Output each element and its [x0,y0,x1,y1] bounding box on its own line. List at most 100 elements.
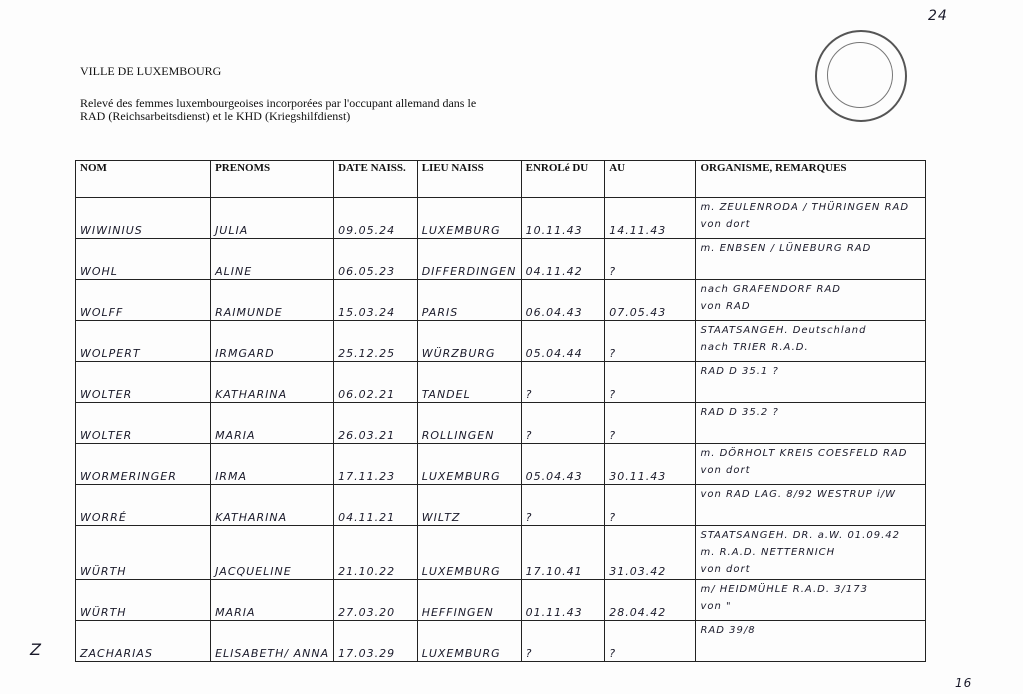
cell-lieu: LUXEMBURG [416,443,522,485]
city-title: VILLE DE LUXEMBOURG [80,64,222,78]
cell-au: 30.11.43 [604,443,697,485]
table-row: WOHL ALINE 06.05.23 DIFFERDINGEN 04.11.42? m.… [74,238,926,280]
cell-nom: WORRÉ [74,484,212,526]
table-row: WOLFF RAIMUNDE 15.03.24 PARIS 06.04.43 07.05.… [74,279,926,321]
cell-prenoms: ELISABETH/ ANNA [210,620,335,662]
column-header: PRENOMS [210,160,335,198]
cell-date: 04.11.21 [333,484,418,526]
cell-date: 06.05.23 [333,238,418,280]
cell-date: 17.03.29 [333,620,418,662]
remark-line: nach TRIER R.A.D. [700,342,809,353]
table-row: WOLPERT IRMGARD 25.12.25 WÜRZBURG 05.04.44? S… [74,320,926,362]
remark-line: m. DÖRHOLT KREIS COESFELD RAD [700,448,908,459]
cell-remarques: nach GRAFENDORF RAD von RAD [695,279,926,321]
column-header: NOM [74,160,212,198]
table-row: WORMERINGER IRMA 17.11.23 LUXEMBURG 05.04.43… [74,443,926,485]
remark-line: von dort [700,219,751,230]
remark-line: von RAD [700,301,751,312]
cell-prenoms: KATHARINA [210,484,335,526]
cell-nom: WOLTER [74,361,212,403]
column-header: ORGANISME, REMARQUES [695,160,926,198]
cell-prenoms: IRMGARD [210,320,335,362]
remark-line: von dort [700,564,751,575]
cell-remarques: STAATSANGEH. Deutschland nach TRIER R.A.D… [695,320,926,362]
remark-line: STAATSANGEH. Deutschland [700,325,867,336]
remark-line: RAD D 35.1 ? [700,366,779,377]
table-row: WORRÉ KATHARINA 04.11.21 WILTZ?? von RAD LAG… [74,484,926,526]
corner-mark: 16 [955,676,973,690]
cell-prenoms: JULIA [210,197,335,239]
cell-lieu: ROLLINGEN [416,402,522,444]
cell-au: 07.05.43 [604,279,697,321]
remark-line: nach GRAFENDORF RAD [700,284,841,295]
cell-lieu: PARIS [416,279,522,321]
remark-line: von dort [700,465,751,476]
remark-line: m/ HEIDMÜHLE R.A.D. 3/173 [700,584,869,595]
cell-au: ? [604,484,697,526]
cell-remarques: RAD D 35.2 ? [695,402,926,444]
remark-line: von " [700,601,732,612]
cell-nom: ZACHARIAS [74,620,212,662]
table-row: WOLTER KATHARINA 06.02.21 TANDEL?? RAD D 35.… [74,361,926,403]
cell-au: 31.03.42 [604,525,697,580]
table-row: WÜRTH MARIA 27.03.20 HEFFINGEN 01.11.43 28.04… [74,579,926,621]
cell-remarques: m. DÖRHOLT KREIS COESFELD RAD von dort [695,443,926,485]
cell-date: 09.05.24 [333,197,418,239]
column-header: ENROLé DU [520,160,606,198]
cell-au: ? [604,361,697,403]
cell-au: ? [604,320,697,362]
cell-remarques: STAATSANGEH. DR. a.W. 01.09.42 m. R.A.D. … [695,525,926,580]
cell-nom: WOLPERT [74,320,212,362]
cell-au: 28.04.42 [604,579,697,621]
cell-du: 17.10.41 [520,525,606,580]
cell-nom: WORMERINGER [74,443,212,485]
cell-du: ? [520,361,606,403]
cell-lieu: LUXEMBURG [416,620,522,662]
cell-au: ? [604,620,697,662]
cell-prenoms: MARIA [210,402,335,444]
cell-lieu: HEFFINGEN [416,579,522,621]
cell-nom: WOLTER [74,402,212,444]
cell-nom: WOLFF [74,279,212,321]
remark-line: m. ENBSEN / LÜNEBURG RAD [700,243,872,254]
cell-lieu: WILTZ [416,484,522,526]
cell-du: ? [520,484,606,526]
cell-remarques: m/ HEIDMÜHLE R.A.D. 3/173 von " [695,579,926,621]
cell-nom: WÜRTH [74,525,212,580]
table-row: ZACHARIAS ELISABETH/ ANNA 17.03.29 LUXEMBUR… [74,620,926,662]
margin-letter: Z [30,640,42,659]
cell-date: 06.02.21 [333,361,418,403]
remark-line: RAD D 35.2 ? [700,407,779,418]
table-row: WIWINIUS JULIA 09.05.24 LUXEMBURG 10.11.43 14… [74,197,926,239]
remark-line: RAD 39/8 [700,625,756,636]
cell-au: 14.11.43 [604,197,697,239]
column-header: LIEU NAISS [416,160,522,198]
table-row: WOLTER MARIA 26.03.21 ROLLINGEN?? RAD D 35.2… [74,402,926,444]
cell-du: 05.04.44 [520,320,606,362]
table-row: WÜRTH JACQUELINE 21.10.22 LUXEMBURG 17.10.41… [74,525,926,580]
cell-date: 26.03.21 [333,402,418,444]
cell-du: 10.11.43 [520,197,606,239]
cell-date: 17.11.23 [333,443,418,485]
cell-prenoms: RAIMUNDE [210,279,335,321]
cell-au: ? [604,402,697,444]
cell-du: 06.04.43 [520,279,606,321]
cell-prenoms: ALINE [210,238,335,280]
women-table: NOM PRENOMS DATE NAISS. LIEU NAISS ENROLé DU… [74,160,926,662]
cell-au: ? [604,238,697,280]
cell-nom: WÜRTH [74,579,212,621]
cell-remarques: m. ENBSEN / LÜNEBURG RAD [695,238,926,280]
cell-lieu: LUXEMBURG [416,525,522,580]
remark-line: von RAD LAG. 8/92 WESTRUP i/W [700,489,897,500]
cell-remarques: RAD D 35.1 ? [695,361,926,403]
cell-remarques: RAD 39/8 [695,620,926,662]
cell-remarques: von RAD LAG. 8/92 WESTRUP i/W [695,484,926,526]
cell-prenoms: KATHARINA [210,361,335,403]
remark-line: m. R.A.D. NETTERNICH [700,547,836,558]
cell-du: 04.11.42 [520,238,606,280]
cell-du: 01.11.43 [520,579,606,621]
remark-line: m. ZEULENRODA / THÜRINGEN RAD [700,202,910,213]
cell-date: 27.03.20 [333,579,418,621]
subtitle-line1: Relevé des femmes luxembourgeoises incor… [80,96,477,110]
